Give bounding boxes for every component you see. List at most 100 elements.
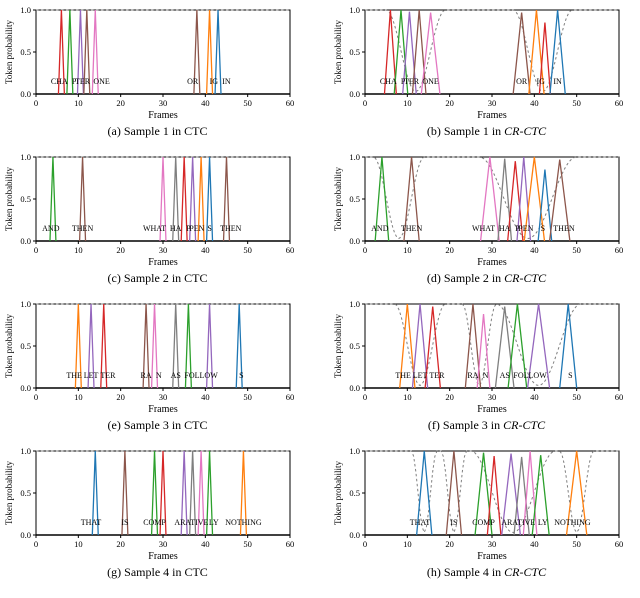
token-label: NOTHING [554, 518, 591, 527]
svg-text:30: 30 [488, 98, 497, 108]
svg-text:10: 10 [74, 245, 83, 255]
panel: 0.00.51.00102030405060Token probabilityF… [331, 298, 640, 443]
svg-text:0.0: 0.0 [349, 89, 360, 99]
svg-text:0: 0 [363, 245, 367, 255]
svg-text:40: 40 [530, 539, 539, 549]
svg-text:40: 40 [530, 392, 539, 402]
svg-text:0.0: 0.0 [349, 530, 360, 540]
token-label: RA [467, 371, 478, 380]
token-label: FOLLOW [513, 371, 547, 380]
svg-text:50: 50 [572, 392, 581, 402]
svg-text:0.0: 0.0 [20, 89, 31, 99]
y-axis-label: Token probability [333, 19, 343, 84]
svg-text:50: 50 [243, 98, 252, 108]
svg-text:0.5: 0.5 [20, 194, 31, 204]
svg-text:0.0: 0.0 [349, 383, 360, 393]
figure: 0.0 0.5 1.0 0 10 20 30 40 50 60 Token probability F… [0, 0, 640, 598]
svg-text:20: 20 [116, 98, 125, 108]
token-label: LET [413, 371, 428, 380]
panel-caption: (g) Sample 4 in CTC [2, 565, 313, 580]
svg-text:20: 20 [116, 539, 125, 549]
svg-text:40: 40 [530, 245, 539, 255]
svg-text:1.0: 1.0 [20, 152, 31, 162]
svg-text:50: 50 [243, 245, 252, 255]
svg-text:10: 10 [74, 539, 83, 549]
svg-text:0.5: 0.5 [20, 341, 31, 351]
panel-caption: (b) Sample 1 in CR-CTC [331, 124, 640, 139]
svg-text:50: 50 [572, 539, 581, 549]
token-label: FOLLOW [184, 371, 218, 380]
svg-text:60: 60 [615, 98, 624, 108]
svg-text:10: 10 [403, 392, 412, 402]
token-label: THE [395, 371, 411, 380]
panel: 0.00.51.00102030405060Token probabilityF… [331, 151, 640, 296]
token-label: TER [404, 77, 420, 86]
token-label: THAT [81, 518, 102, 527]
token-label: N [483, 371, 489, 380]
token-label: COMP [143, 518, 166, 527]
svg-text:60: 60 [286, 539, 295, 549]
svg-text:60: 60 [615, 539, 624, 549]
token-label: CHA [51, 77, 68, 86]
svg-text:30: 30 [488, 539, 497, 549]
svg-text:1.0: 1.0 [20, 5, 31, 15]
svg-text:50: 50 [572, 245, 581, 255]
svg-text:10: 10 [403, 98, 412, 108]
token-label: S [541, 224, 545, 233]
svg-text:0.5: 0.5 [20, 488, 31, 498]
svg-text:50: 50 [243, 539, 252, 549]
panel: 0.00.51.00102030405060Token probabilityF… [2, 4, 313, 149]
token-label: LY [209, 518, 219, 527]
svg-text:0.0: 0.0 [349, 236, 360, 246]
token-label: IN [222, 77, 231, 86]
y-axis-label: Token probability [333, 166, 343, 231]
svg-text:20: 20 [445, 539, 454, 549]
y-axis-label: Token probability [4, 166, 14, 231]
svg-text:0: 0 [363, 539, 367, 549]
x-axis-label: Frames [477, 551, 507, 562]
token-label: IN [553, 77, 562, 86]
svg-text:0.0: 0.0 [20, 236, 31, 246]
svg-text:0.5: 0.5 [349, 194, 360, 204]
svg-text:60: 60 [615, 392, 624, 402]
token-label: S [239, 371, 243, 380]
panel: 0.00.51.00102030405060Token probabilityF… [2, 298, 313, 443]
y-axis-label: Token probability [333, 460, 343, 525]
token-label: THEN [220, 224, 242, 233]
token-label: OR [187, 77, 199, 86]
panel-caption: (a) Sample 1 in CTC [2, 124, 313, 139]
token-label: HA [170, 224, 182, 233]
panel-caption: (f) Sample 3 in CR-CTC [331, 418, 640, 433]
y-axis-label: Token probability [4, 313, 14, 378]
plot: 0.00.51.00102030405060Token probabilityF… [331, 445, 631, 563]
svg-text:60: 60 [286, 245, 295, 255]
panel: 0.00.51.00102030405060Token probabilityF… [331, 4, 640, 149]
plot: 0.00.51.00102030405060Token probabilityF… [2, 4, 302, 122]
svg-text:1.0: 1.0 [349, 299, 360, 309]
token-label: THAT [410, 518, 431, 527]
svg-text:1.0: 1.0 [20, 299, 31, 309]
svg-text:10: 10 [403, 245, 412, 255]
token-label: ATIVE [185, 518, 208, 527]
plot: 0.00.51.00102030405060Token probabilityF… [2, 445, 302, 563]
token-label: TER [75, 77, 91, 86]
token-label: COMP [472, 518, 495, 527]
plot: 0.00.51.00102030405060Token probabilityF… [2, 298, 302, 416]
svg-text:60: 60 [286, 98, 295, 108]
svg-text:40: 40 [201, 392, 210, 402]
svg-text:1.0: 1.0 [349, 152, 360, 162]
svg-text:30: 30 [159, 245, 168, 255]
svg-text:1.0: 1.0 [349, 446, 360, 456]
token-label: S [207, 224, 211, 233]
token-label: RA [141, 371, 152, 380]
svg-text:1.0: 1.0 [20, 446, 31, 456]
svg-text:50: 50 [572, 98, 581, 108]
x-axis-label: Frames [477, 404, 507, 415]
svg-text:60: 60 [615, 245, 624, 255]
panel: 0.00.51.00102030405060Token probabilityF… [2, 445, 313, 590]
y-axis-label: Token probability [4, 460, 14, 525]
svg-text:40: 40 [201, 245, 210, 255]
svg-text:30: 30 [159, 539, 168, 549]
svg-text:0.5: 0.5 [349, 47, 360, 57]
svg-text:30: 30 [488, 392, 497, 402]
